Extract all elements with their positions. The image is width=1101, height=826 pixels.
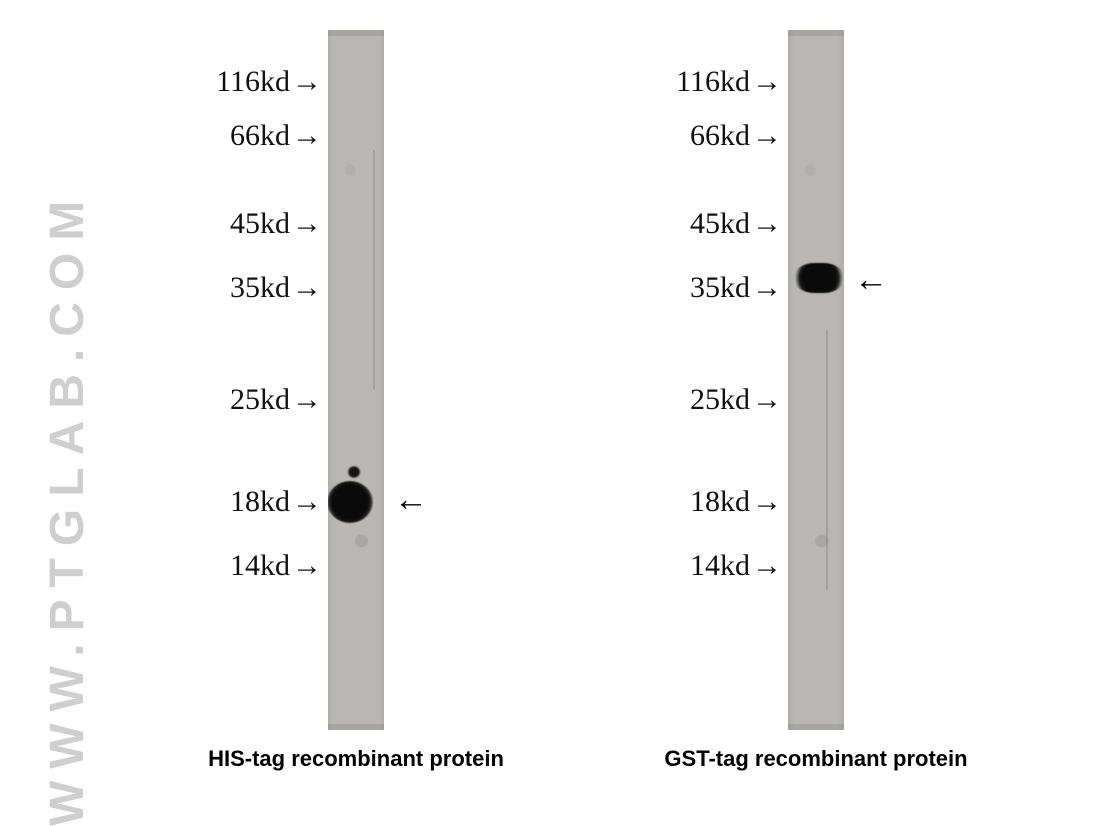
arrow-right-icon: → [290,271,322,304]
lane-edge [328,724,384,730]
mw-marker: 14kd→ [230,549,322,583]
mw-marker: 45kd→ [690,207,782,241]
band-indicator-arrow-icon: ← [854,261,888,300]
arrow-right-icon: → [290,65,322,98]
mw-marker: 25kd→ [690,383,782,417]
blot-lane-strip [788,30,844,730]
mw-marker-label: 45kd [690,207,750,240]
mw-marker-label: 18kd [690,485,750,518]
mw-marker-label: 25kd [230,383,290,416]
mw-marker-label: 35kd [230,271,290,304]
mw-marker: 35kd→ [690,271,782,305]
mw-marker: 66kd→ [690,119,782,153]
mw-marker-label: 66kd [690,119,750,152]
arrow-right-icon: → [290,485,322,518]
arrow-right-icon: → [290,207,322,240]
lane-texture [788,30,844,730]
lane-edge [788,724,844,730]
mw-marker: 18kd→ [230,485,322,519]
arrow-right-icon: → [750,207,782,240]
arrow-right-icon: → [750,65,782,98]
panel-caption: HIS-tag recombinant protein [208,746,504,772]
blot-lane [788,30,844,730]
arrow-right-icon: → [290,119,322,152]
blot-lane-strip [328,30,384,730]
signal-band [793,263,844,293]
arrow-right-icon: → [750,485,782,518]
mw-marker-label: 66kd [230,119,290,152]
mw-marker-label: 14kd [230,549,290,582]
mw-marker-label: 35kd [690,271,750,304]
lane-edge [328,30,384,36]
mw-marker: 66kd→ [230,119,322,153]
blot-lane [328,30,384,730]
figure-canvas: 116kd→66kd→45kd→35kd→25kd→18kd→14kd→←HIS… [0,0,1101,826]
arrow-right-icon: → [750,119,782,152]
lane-streak [373,150,375,390]
mw-marker: 25kd→ [230,383,322,417]
arrow-right-icon: → [290,383,322,416]
arrow-right-icon: → [290,549,322,582]
mw-marker-label: 25kd [690,383,750,416]
mw-marker-label: 14kd [690,549,750,582]
signal-band [347,466,361,478]
lane-texture [328,30,384,730]
signal-band [328,481,373,523]
mw-marker: 14kd→ [690,549,782,583]
lane-edge [788,30,844,36]
mw-marker: 45kd→ [230,207,322,241]
panel-caption: GST-tag recombinant protein [664,746,967,772]
mw-marker: 116kd→ [676,65,782,99]
arrow-right-icon: → [750,549,782,582]
lane-streak [826,330,828,590]
mw-marker-label: 116kd [216,65,290,98]
band-indicator-arrow-icon: ← [394,481,428,520]
mw-marker-label: 116kd [676,65,750,98]
mw-marker-label: 45kd [230,207,290,240]
mw-marker-label: 18kd [230,485,290,518]
arrow-right-icon: → [750,271,782,304]
mw-marker: 35kd→ [230,271,322,305]
arrow-right-icon: → [750,383,782,416]
mw-marker: 116kd→ [216,65,322,99]
mw-marker: 18kd→ [690,485,782,519]
